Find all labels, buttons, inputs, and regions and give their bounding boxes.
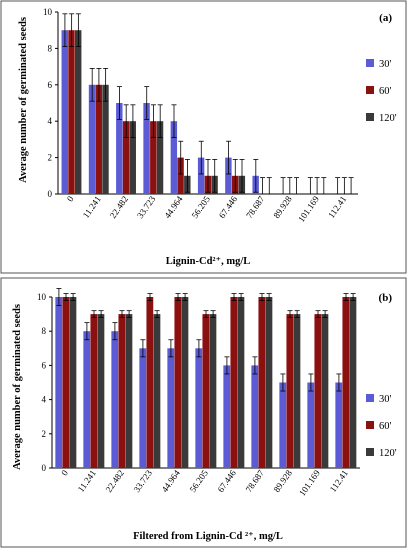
x-tick-label: 0 — [59, 468, 70, 478]
legend-swatch — [366, 59, 374, 67]
legend-label: 60' — [379, 86, 392, 97]
bar — [150, 121, 157, 194]
y-tick-label: 10 — [43, 7, 53, 17]
chart-a: Average number of germinated seeds Ligni… — [0, 0, 407, 274]
y-axis-label: Average number of germinated seeds — [12, 304, 23, 470]
legend-swatch — [366, 86, 374, 94]
bar — [146, 297, 154, 468]
bar — [342, 297, 350, 468]
chart-b: Average number of germinated seeds Filte… — [0, 277, 407, 548]
bar — [279, 382, 287, 468]
y-tick-label: 4 — [48, 116, 53, 126]
y-tick-label: 8 — [42, 326, 47, 336]
bar — [195, 348, 203, 468]
bar — [237, 297, 245, 468]
bar — [75, 30, 82, 195]
bar — [265, 297, 273, 468]
bar — [62, 297, 70, 468]
x-axis-label: Filtered from Lignin-Cd ²⁺, mg/L — [133, 531, 283, 542]
bar — [223, 365, 231, 468]
bar — [293, 314, 301, 468]
bar — [143, 103, 150, 194]
bar — [209, 314, 217, 468]
bar — [225, 157, 232, 194]
legend: 30' 60' 120' — [366, 59, 397, 124]
bar — [314, 314, 322, 468]
y-tick-label: 10 — [37, 292, 47, 302]
legend-label: 30' — [379, 394, 392, 405]
legend-swatch — [366, 421, 374, 429]
bar — [55, 297, 63, 468]
bar — [122, 121, 130, 194]
bar — [90, 314, 98, 468]
bar — [307, 382, 315, 468]
bar — [230, 297, 238, 468]
y-tick-label: 4 — [42, 395, 47, 405]
legend: 30' 60' 120' — [366, 394, 397, 459]
bar — [102, 84, 109, 194]
bar — [167, 348, 175, 468]
y-tick-label: 0 — [42, 463, 47, 473]
legend-label: 120' — [379, 448, 397, 459]
bar — [129, 121, 136, 194]
y-tick-label: 2 — [42, 429, 47, 439]
bar — [61, 30, 68, 195]
legend-label: 30' — [379, 59, 392, 70]
bar — [349, 297, 357, 468]
x-axis-label: Lignin-Cd²⁺, mg/L — [166, 256, 251, 267]
bar — [251, 365, 259, 468]
bar — [174, 297, 182, 468]
bar — [202, 314, 210, 468]
y-tick-label: 6 — [48, 80, 53, 90]
y-tick-label: 8 — [48, 43, 53, 53]
y-tick-label: 6 — [42, 360, 47, 370]
bar — [321, 314, 329, 468]
bar — [177, 157, 184, 194]
bar — [97, 314, 105, 468]
bar — [116, 103, 123, 194]
y-axis-label: Average number of germinated seeds — [18, 17, 29, 183]
bar — [88, 84, 96, 194]
legend-label: 120' — [379, 113, 397, 124]
bar — [111, 331, 119, 468]
bar — [95, 84, 102, 194]
bar — [125, 314, 133, 468]
bar — [153, 314, 161, 468]
bar — [170, 121, 178, 194]
legend-label: 60' — [379, 421, 392, 432]
panel-tag: (a) — [379, 12, 392, 24]
legend-swatch — [366, 113, 374, 121]
bar — [335, 382, 343, 468]
legend-swatch — [366, 394, 374, 402]
bar — [69, 297, 77, 468]
x-tick-label: 0 — [65, 194, 76, 204]
y-tick-label: 2 — [48, 153, 53, 163]
bar — [68, 30, 75, 195]
bar — [83, 331, 91, 468]
bar — [181, 297, 189, 468]
bar — [197, 157, 205, 194]
bar — [118, 314, 126, 468]
y-tick-label: 0 — [48, 189, 53, 199]
panel-tag: (b) — [379, 292, 393, 304]
bar — [156, 121, 164, 194]
legend-swatch — [366, 448, 374, 456]
bar — [258, 297, 266, 468]
bar — [139, 348, 147, 468]
bar — [286, 314, 294, 468]
